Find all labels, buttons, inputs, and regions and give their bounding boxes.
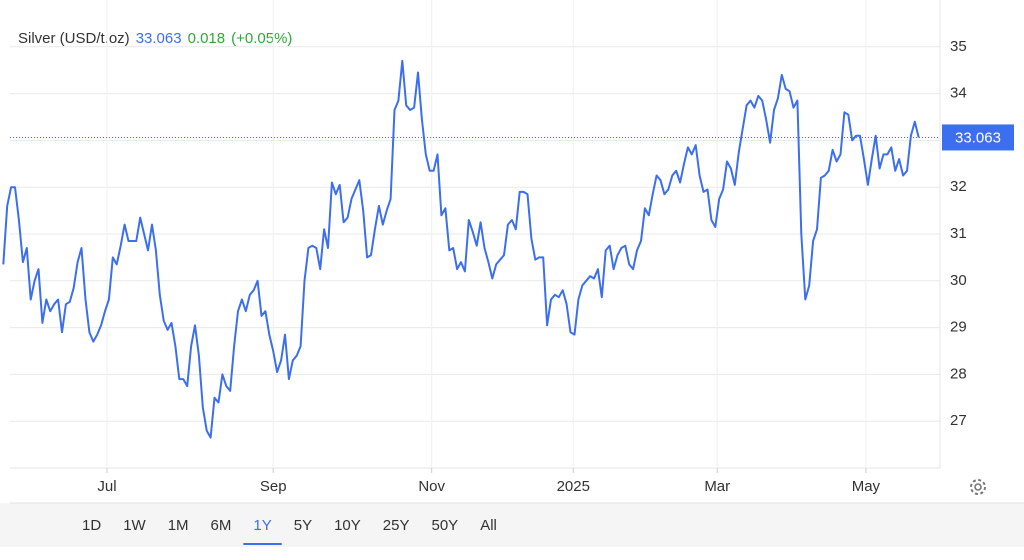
range-button[interactable]: 1M	[168, 517, 189, 534]
change: 0.018	[188, 30, 226, 47]
price-line	[2, 59, 920, 439]
x-tick-label: 2025	[557, 478, 590, 495]
range-button[interactable]: 6M	[211, 517, 232, 534]
y-tick-label: 28	[950, 365, 967, 382]
y-tick-label: 31	[950, 225, 967, 242]
y-tick-label: 35	[950, 38, 967, 55]
price: 33.063	[136, 30, 182, 47]
instrument-name: Silver (USD/t.oz)	[18, 30, 130, 47]
range-button[interactable]: 1Y	[253, 517, 271, 534]
range-button[interactable]: All	[480, 517, 497, 534]
y-tick-label: 30	[950, 272, 967, 289]
range-button[interactable]: 10Y	[334, 517, 361, 534]
y-tick-label: 29	[950, 319, 967, 336]
y-tick-label: 34	[950, 85, 967, 102]
x-tick-label: Jul	[97, 478, 116, 495]
range-bar	[0, 503, 1024, 547]
x-tick-label: Mar	[704, 478, 730, 495]
range-button[interactable]: 25Y	[383, 517, 410, 534]
price-label-box	[942, 124, 1014, 151]
x-tick-label: Sep	[260, 478, 287, 495]
gear-center	[974, 483, 982, 491]
gear-teeth	[970, 479, 986, 495]
settings-icon[interactable]	[970, 479, 986, 495]
range-button[interactable]: 1W	[123, 517, 146, 534]
y-tick-label: 32	[950, 178, 967, 195]
x-tick-label: May	[852, 478, 881, 495]
range-button[interactable]: 5Y	[294, 517, 312, 534]
range-button[interactable]: 1D	[82, 517, 101, 534]
x-tick-label: Nov	[418, 478, 445, 495]
range-button[interactable]: 50Y	[432, 517, 459, 534]
y-tick-label: 27	[950, 412, 967, 429]
price-label: 33.063	[955, 129, 1001, 146]
change-percent: (+0.05%)	[231, 30, 292, 47]
